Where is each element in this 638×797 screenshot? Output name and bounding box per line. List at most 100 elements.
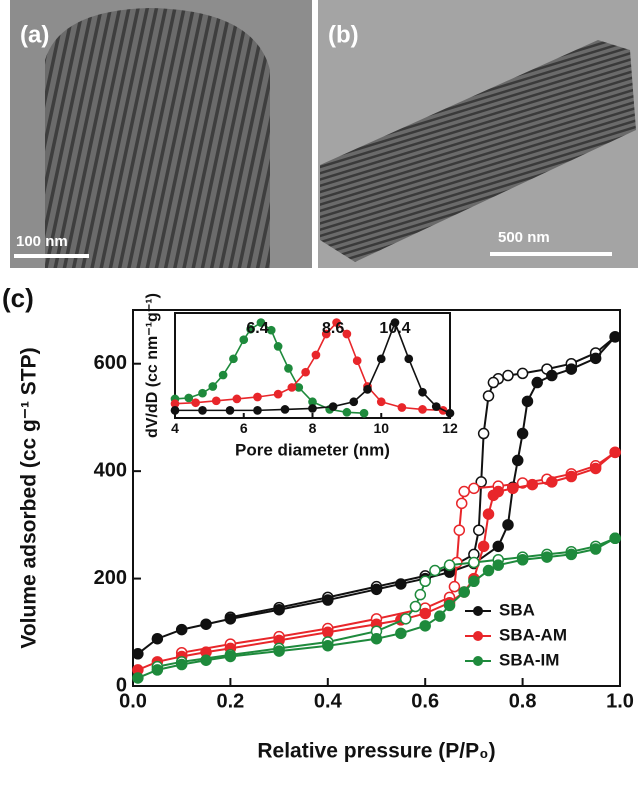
panel-label: (a): [20, 21, 49, 48]
adsorption-point: [479, 541, 489, 551]
scale-bar-label: 100 nm: [16, 233, 68, 250]
adsorption-point: [209, 383, 216, 390]
scale-bar: [14, 254, 89, 258]
adsorption-point: [152, 665, 162, 675]
peak-label: 6.4: [246, 320, 268, 337]
desorption-point: [430, 566, 440, 576]
desorption-point: [488, 378, 498, 388]
adsorption-point: [360, 410, 367, 417]
adsorption-point: [527, 480, 537, 490]
adsorption-point: [513, 455, 523, 465]
adsorption-point: [274, 605, 284, 615]
adsorption-point: [177, 660, 187, 670]
legend-marker: [473, 606, 483, 616]
x-tick-label: 6: [240, 420, 248, 436]
adsorption-point: [275, 343, 282, 350]
adsorption-point: [213, 397, 220, 404]
desorption-point: [415, 590, 425, 600]
adsorption-point: [435, 611, 445, 621]
adsorption-point: [343, 330, 350, 337]
adsorption-point: [420, 608, 430, 618]
y-tick-label: 200: [94, 567, 127, 589]
adsorption-point: [199, 407, 206, 414]
adsorption-point: [591, 463, 601, 473]
adsorption-point: [152, 634, 162, 644]
adsorption-point: [591, 544, 601, 554]
adsorption-point: [484, 509, 494, 519]
adsorption-point: [133, 649, 143, 659]
adsorption-point: [323, 641, 333, 651]
adsorption-point: [566, 364, 576, 374]
adsorption-point: [396, 579, 406, 589]
adsorption-point: [364, 386, 371, 393]
legend-marker: [473, 631, 483, 641]
x-axis-label: Relative pressure (P/P₀): [257, 740, 495, 763]
desorption-point: [469, 557, 479, 567]
adsorption-point: [226, 407, 233, 414]
x-tick-label: 0.4: [314, 690, 343, 712]
adsorption-point: [274, 646, 284, 656]
adsorption-point: [288, 384, 295, 391]
desorption-point: [445, 560, 455, 570]
figure: (a) 100 nm (b) 500 nm (c) 0.00.20.40.60.…: [0, 0, 638, 792]
adsorption-point: [503, 520, 513, 530]
adsorption-point: [547, 477, 557, 487]
legend-marker: [473, 656, 483, 666]
x-tick-label: 12: [442, 420, 458, 436]
adsorption-point: [532, 378, 542, 388]
adsorption-point: [354, 357, 361, 364]
adsorption-point: [566, 549, 576, 559]
y-tick-label: 400: [94, 459, 127, 481]
adsorption-point: [285, 365, 292, 372]
adsorption-point: [433, 403, 440, 410]
adsorption-point: [254, 393, 261, 400]
adsorption-point: [230, 355, 237, 362]
adsorption-point: [420, 621, 430, 631]
desorption-point: [410, 602, 420, 612]
desorption-point: [454, 525, 464, 535]
adsorption-point: [484, 566, 494, 576]
desorption-point: [503, 371, 513, 381]
x-tick-label: 0.8: [509, 690, 537, 712]
tem-image-a: (a) 100 nm: [10, 0, 312, 268]
desorption-point: [469, 483, 479, 493]
adsorption-point: [566, 472, 576, 482]
adsorption-point: [133, 673, 143, 683]
adsorption-point: [419, 389, 426, 396]
adsorption-point: [201, 655, 211, 665]
panel-label: (c): [2, 283, 34, 313]
adsorption-point: [312, 351, 319, 358]
adsorption-point: [171, 407, 178, 414]
tem-image-b: (b) 500 nm: [318, 0, 638, 268]
scale-bar-label: 500 nm: [498, 229, 550, 246]
adsorption-point: [192, 399, 199, 406]
desorption-point: [474, 525, 484, 535]
desorption-point: [401, 614, 411, 624]
adsorption-point: [378, 355, 385, 362]
desorption-point: [479, 429, 489, 439]
x-tick-label: 10: [373, 420, 389, 436]
y-tick-label: 600: [94, 352, 127, 374]
adsorption-point: [522, 396, 532, 406]
adsorption-point: [330, 403, 337, 410]
y-axis-label: dV/dD (cc nm⁻¹g⁻¹): [144, 293, 161, 438]
adsorption-point: [398, 404, 405, 411]
adsorption-point: [281, 406, 288, 413]
adsorption-point: [610, 447, 620, 457]
adsorption-point: [275, 391, 282, 398]
legend-label: SBA-IM: [499, 650, 559, 669]
desorption-point: [459, 487, 469, 497]
x-tick-label: 0.6: [411, 690, 439, 712]
y-tick-label: 0: [116, 674, 127, 696]
x-tick-label: 4: [171, 420, 179, 436]
adsorption-point: [225, 614, 235, 624]
adsorption-point: [295, 384, 302, 391]
adsorption-point: [518, 429, 528, 439]
scale-bar: [490, 252, 612, 256]
adsorption-point: [419, 406, 426, 413]
adsorption-point: [493, 560, 503, 570]
adsorption-point: [508, 483, 518, 493]
adsorption-point: [446, 410, 453, 417]
adsorption-point: [493, 487, 503, 497]
adsorption-point: [350, 398, 357, 405]
